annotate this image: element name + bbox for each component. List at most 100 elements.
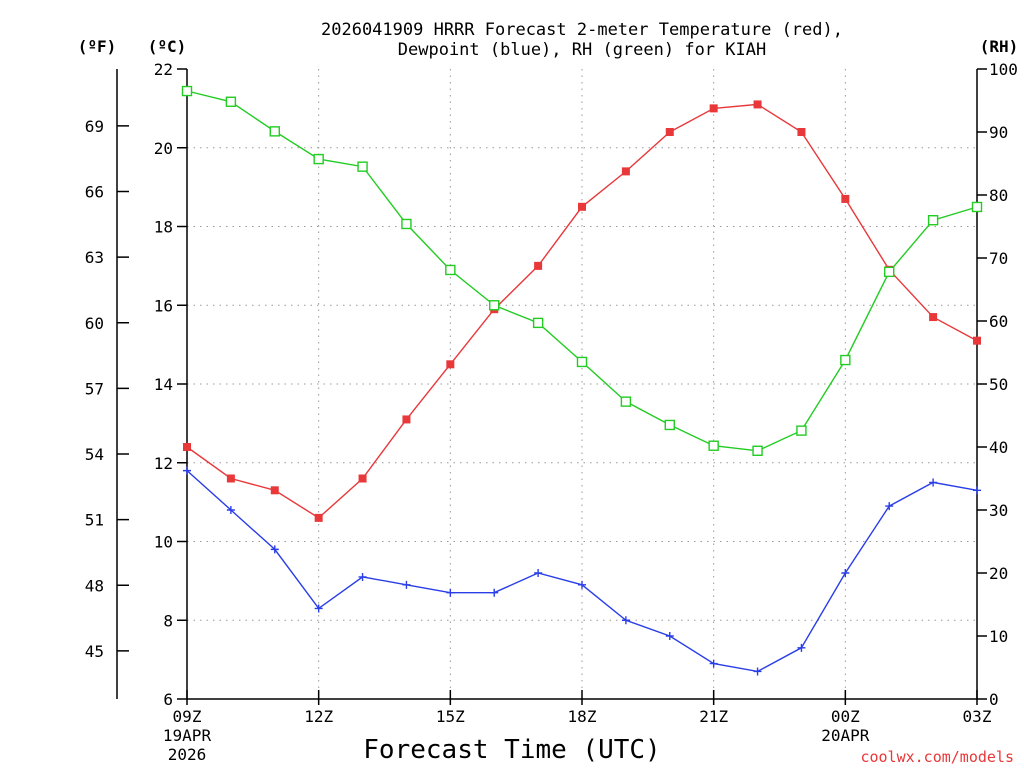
tick-label-rh: 30 xyxy=(989,501,1008,520)
dewpoint-point xyxy=(621,616,630,625)
tick-label-x: 18Z xyxy=(568,707,597,726)
temperature-point xyxy=(665,128,674,136)
tick-label-rh: 0 xyxy=(989,690,999,709)
rh-point xyxy=(269,126,280,137)
rh-point xyxy=(927,214,939,226)
rh-point xyxy=(971,201,983,213)
temperature-point xyxy=(402,415,411,424)
tick-label-x: 12Z xyxy=(304,707,333,726)
rh-point xyxy=(445,264,456,276)
dewpoint-point xyxy=(578,580,586,589)
celsius-unit-label: (ºC) xyxy=(148,37,187,56)
temperature-point xyxy=(929,313,938,322)
tick-label-celsius: 6 xyxy=(163,690,173,709)
tick-label-x-date: 19APR xyxy=(163,726,212,745)
tick-label-fahrenheit: 60 xyxy=(85,314,104,333)
tick-label-celsius: 14 xyxy=(154,375,173,394)
dewpoint-point xyxy=(314,604,323,613)
temperature-point xyxy=(578,202,586,211)
rh-point xyxy=(401,218,412,230)
tick-label-celsius: 20 xyxy=(154,139,173,158)
rh-point xyxy=(796,425,807,436)
tick-label-celsius: 10 xyxy=(154,533,173,552)
rh-point xyxy=(489,300,500,311)
dewpoint-point xyxy=(402,580,411,589)
tick-label-celsius: 12 xyxy=(154,454,173,473)
temperature-point xyxy=(358,474,367,483)
tick-label-fahrenheit: 63 xyxy=(85,248,104,267)
dewpoint-point xyxy=(446,588,455,597)
rh-point xyxy=(752,445,763,456)
tick-label-x: 09Z xyxy=(173,707,202,726)
tick-label-x: 15Z xyxy=(436,707,465,726)
dewpoint-point xyxy=(665,632,674,640)
tick-label-rh: 70 xyxy=(989,249,1008,268)
dewpoint-point xyxy=(753,667,762,676)
tick-label-rh: 40 xyxy=(989,438,1008,457)
tick-label-fahrenheit: 48 xyxy=(85,576,104,595)
tick-label-rh: 80 xyxy=(989,186,1008,205)
tick-label-x-date: 20APR xyxy=(821,726,870,745)
tick-label-fahrenheit: 57 xyxy=(85,379,104,398)
temperature-point xyxy=(226,474,235,483)
rh-point xyxy=(708,440,719,451)
tick-label-fahrenheit: 69 xyxy=(85,117,104,136)
dewpoint-point xyxy=(534,569,543,577)
rh-point xyxy=(884,266,895,278)
tick-label-x: 00Z xyxy=(831,707,860,726)
tick-label-x: 03Z xyxy=(963,707,992,726)
dewpoint-point xyxy=(226,506,235,514)
temperature-point xyxy=(753,100,762,109)
tick-label-rh: 20 xyxy=(989,564,1008,583)
tick-labels: 6 8 10 12 14 16 18 20 22 45 48 51 54 57 60 63 66 69 0 10 20 3… xyxy=(85,60,1018,764)
rh-point xyxy=(225,96,237,107)
rh-point xyxy=(532,317,544,329)
tick-label-rh: 60 xyxy=(989,312,1008,331)
rh-unit-label: (RH) xyxy=(980,37,1019,56)
dewpoint-point xyxy=(885,502,894,511)
rh-point xyxy=(840,354,851,366)
dewpoint-point xyxy=(709,659,718,668)
dewpoint-point xyxy=(797,643,806,652)
rh-point xyxy=(357,161,368,172)
temperature-point xyxy=(534,261,543,270)
rh-point xyxy=(664,419,675,431)
chart-title-line2: Dewpoint (blue), RH (green) for KIAH xyxy=(398,40,766,60)
grid-lines xyxy=(187,69,977,699)
tick-label-fahrenheit: 66 xyxy=(85,183,104,202)
temperature-point xyxy=(314,513,323,522)
dewpoint-point xyxy=(358,572,367,581)
dewpoint-point xyxy=(973,486,981,495)
tick-label-celsius: 18 xyxy=(154,218,173,237)
temperature-point xyxy=(709,104,718,113)
tick-label-celsius: 8 xyxy=(163,611,173,630)
credit-text: coolwx.com/models xyxy=(860,748,1014,766)
temperature-point xyxy=(841,194,850,203)
tick-label-rh: 100 xyxy=(989,60,1018,79)
rh-point xyxy=(620,396,632,407)
temperature-point xyxy=(621,167,630,176)
temperature-point xyxy=(973,336,981,345)
fahrenheit-unit-label: (ºF) xyxy=(78,37,117,56)
tick-label-rh: 10 xyxy=(989,627,1008,646)
temperature-point xyxy=(446,360,455,369)
temperature-point xyxy=(183,443,191,451)
axes xyxy=(116,68,987,705)
rh-point xyxy=(576,356,588,368)
tick-label-x: 21Z xyxy=(699,707,728,726)
tick-label-fahrenheit: 45 xyxy=(85,642,104,661)
tick-label-celsius: 22 xyxy=(154,60,173,79)
dewpoint-point xyxy=(841,569,850,577)
dewpoint-point xyxy=(490,588,499,597)
dewpoint-point xyxy=(270,545,279,554)
tick-label-fahrenheit: 51 xyxy=(85,511,104,530)
dewpoint-point xyxy=(929,478,938,487)
temperature-line xyxy=(186,103,978,519)
chart-title-line1: 2026041909 HRRR Forecast 2-meter Tempera… xyxy=(321,20,843,40)
tick-label-rh: 50 xyxy=(989,375,1008,394)
tick-label-celsius: 16 xyxy=(154,296,173,315)
temperature-point xyxy=(270,486,279,495)
temperature-point xyxy=(797,128,806,136)
data-series xyxy=(181,85,983,676)
